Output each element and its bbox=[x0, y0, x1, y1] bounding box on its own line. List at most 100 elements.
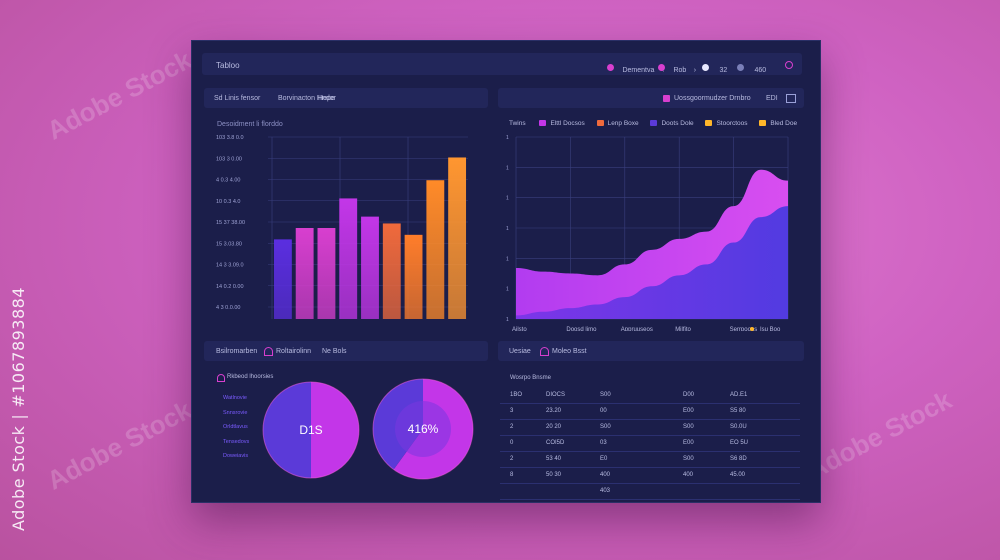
donut-outline bbox=[262, 381, 360, 479]
table-cell: 2 bbox=[510, 456, 514, 462]
left-header-item[interactable]: Sd Linis fensor bbox=[214, 95, 261, 102]
close-icon[interactable] bbox=[785, 61, 793, 69]
table-row[interactable]: 3 23.20 00 E00 S5 80 bbox=[500, 404, 800, 420]
list-item[interactable]: Snnsrovie bbox=[223, 409, 248, 416]
legend-item[interactable]: Doots Dole bbox=[650, 120, 694, 127]
legend-swatch bbox=[650, 120, 658, 127]
bar-chart: 103 3.8 0.0 103 3 0.00 4 0.3 4.00 10 0.3 4.… bbox=[216, 135, 468, 319]
topbar-item-4[interactable]: 460 bbox=[737, 59, 766, 77]
legend-swatch bbox=[596, 120, 604, 127]
bottom-left-header: Bsilromarben Roltairolinn Ne Bols bbox=[204, 341, 488, 361]
list-item[interactable]: Watlnovie bbox=[223, 395, 247, 401]
topbar-item-3[interactable]: 32 bbox=[702, 59, 727, 77]
y-tick-label: 1 bbox=[506, 196, 509, 202]
table-cell: S00 bbox=[600, 424, 611, 430]
bar bbox=[295, 228, 314, 319]
bar bbox=[317, 228, 336, 319]
user-icon bbox=[658, 64, 665, 72]
legend-item[interactable]: Bled Doe bbox=[759, 120, 797, 127]
bar bbox=[404, 234, 423, 319]
watermark: Adobe Stock bbox=[42, 394, 197, 496]
bottom-left-header-item[interactable]: Bsilromarben bbox=[216, 348, 258, 355]
table-cell: 1BO bbox=[510, 392, 523, 398]
y-tick-label: 10 0.3 4.0 bbox=[216, 199, 240, 205]
y-tick-label: 1 bbox=[506, 226, 509, 232]
table-cell: 20 20 bbox=[546, 424, 562, 430]
watermark: Adobe Stock bbox=[42, 44, 197, 146]
chevron-right-icon: › bbox=[693, 67, 697, 74]
list-item[interactable]: Orldtlavus bbox=[223, 424, 248, 430]
left-header-item[interactable]: Borvinacton Hndor bbox=[278, 95, 336, 102]
calendar-icon bbox=[663, 95, 670, 102]
legend-item[interactable]: Lenp Boxe bbox=[596, 120, 639, 127]
x-tick-label: Serrpooos bbox=[730, 327, 758, 331]
area-legend: Twins Elttl Docsos Lenp Boxe Doots Dole … bbox=[509, 120, 797, 127]
table-cell: S5 80 bbox=[730, 408, 746, 414]
table-cell: 53 40 bbox=[546, 456, 562, 462]
table-cell: S00 bbox=[683, 424, 694, 430]
y-tick-label: 1 bbox=[506, 165, 509, 171]
topbar-item-2[interactable]: Rob › bbox=[658, 59, 696, 77]
y-tick-label: 1 bbox=[506, 317, 509, 323]
dashboard-window: Tabloo Dementva ‹ Rob › 32 460 Sd Linis … bbox=[191, 40, 821, 503]
chart-icon bbox=[264, 347, 273, 356]
side-caption-brand: Adobe Stock bbox=[9, 425, 28, 532]
legend-item[interactable]: Stoorctoos bbox=[705, 120, 748, 127]
legend-item[interactable]: Elttl Docsos bbox=[539, 120, 585, 127]
table-cell: DIOCS bbox=[546, 392, 566, 398]
table-cell: 45.00 bbox=[730, 472, 746, 478]
bell-icon bbox=[607, 64, 614, 72]
table-row[interactable]: 403 bbox=[500, 484, 800, 500]
table-cell: 8 bbox=[510, 472, 514, 478]
list-item[interactable]: Doweiavis bbox=[223, 453, 249, 459]
donut-outline bbox=[372, 378, 474, 480]
y-tick-label: 4 3 0.0.00 bbox=[216, 305, 240, 311]
list-item[interactable]: Tensedovs bbox=[223, 438, 250, 445]
y-tick-label: 4 0.3 4.00 bbox=[216, 178, 240, 184]
x-tick-label: Doosd limo bbox=[566, 327, 597, 331]
topbar-item-1[interactable]: Dementva ‹ bbox=[607, 59, 664, 77]
table-row[interactable]: 2 20 20 S00 S00 S0.0U bbox=[500, 420, 800, 436]
list-header-icon bbox=[217, 374, 225, 382]
right-chart-header: Uossgoormudzer Drnbro EDI bbox=[498, 88, 804, 108]
bottom-left-header-item[interactable]: Ne Bols bbox=[322, 348, 347, 355]
bottom-left-header-item[interactable]: Roltairolinn bbox=[276, 348, 312, 355]
topbar-item-label: Dementva bbox=[622, 67, 655, 74]
list-title: Rkbeod lhoorsies bbox=[227, 374, 274, 380]
donut-label: 416% bbox=[408, 422, 439, 436]
table-cell: 00 bbox=[600, 408, 607, 414]
table-cell: S00 bbox=[600, 392, 611, 398]
table-cell: E00 bbox=[683, 408, 694, 414]
y-tick-label: 1 bbox=[506, 287, 509, 293]
side-caption-id: #1067893884 bbox=[9, 286, 28, 408]
table-row[interactable]: 2 53 40 E0 S00 S6 8D bbox=[500, 452, 800, 468]
bottom-right-title: Uesiae bbox=[509, 348, 531, 355]
topbar-item-label: 460 bbox=[754, 67, 767, 74]
status-list: Watlnovie Snnsrovie Orldtlavus Tensedovs… bbox=[223, 391, 249, 464]
bottom-right-sub: Moleo Bsst bbox=[552, 348, 587, 355]
topbar-item-label: 32 bbox=[719, 67, 728, 74]
left-header-item[interactable]: Hepe bbox=[318, 95, 335, 102]
table-row[interactable]: 8 50 30 400 400 45.00 bbox=[500, 468, 800, 484]
table-row[interactable]: 1BO DIOCS S00 D00 AD.E1 bbox=[500, 388, 800, 404]
bar bbox=[382, 223, 401, 319]
y-tick-label: 103 3.8 0.0 bbox=[216, 135, 244, 141]
table-cell: S6 8D bbox=[730, 456, 747, 462]
table-cell: 0 bbox=[510, 440, 514, 446]
pie-slice bbox=[311, 382, 359, 478]
table-cell: 400 bbox=[683, 472, 694, 478]
table-cell: AD.E1 bbox=[730, 392, 748, 398]
menu-icon[interactable] bbox=[786, 94, 796, 103]
x-tick-label: Isu Boo bbox=[760, 327, 781, 331]
table-cell: E00 bbox=[683, 440, 694, 446]
legend-swatch bbox=[705, 120, 713, 127]
table-icon bbox=[540, 347, 549, 356]
table-row[interactable]: 0 COI5D 03 E00 EO 5U bbox=[500, 436, 800, 452]
table-cell: 2 bbox=[510, 424, 514, 430]
side-caption: Adobe Stock|#1067893884 bbox=[9, 286, 28, 532]
info-icon bbox=[702, 64, 709, 72]
table-cell: 403 bbox=[600, 488, 611, 494]
right-header-value[interactable]: EDI bbox=[766, 95, 778, 102]
y-tick-label: 1 bbox=[506, 135, 509, 141]
